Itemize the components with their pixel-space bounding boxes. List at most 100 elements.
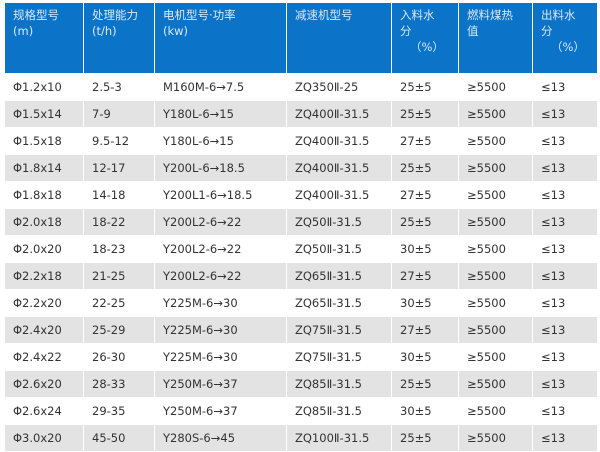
cell-motor-model-power: Y225M-6→30 xyxy=(154,343,287,371)
cell-input-moisture: 25±5 xyxy=(391,424,459,452)
cell-spec-model: Φ2.6x20 xyxy=(4,370,84,398)
header-text: 出料水 xyxy=(541,8,576,22)
cell-coal-heat-value: ≥5500 xyxy=(458,235,533,263)
cell-output-moisture: ≤13 xyxy=(532,100,598,128)
header-text: 值 xyxy=(467,24,479,38)
header-spec-model: 规格型号 (m) xyxy=(4,2,84,74)
cell-coal-heat-value: ≥5500 xyxy=(458,181,533,209)
cell-spec-model: Φ2.2x18 xyxy=(4,262,84,290)
cell-coal-heat-value: ≥5500 xyxy=(458,100,533,128)
cell-reducer-model: ZQ400Ⅱ-31.5 xyxy=(286,154,392,182)
cell-spec-model: Φ1.2x10 xyxy=(4,73,84,101)
cell-spec-model: Φ2.0x18 xyxy=(4,208,84,236)
cell-spec-model: Φ1.5x14 xyxy=(4,100,84,128)
header-text: 电机型号·功率 xyxy=(163,8,236,22)
cell-capacity: 14-18 xyxy=(83,181,155,209)
cell-spec-model: Φ1.5x18 xyxy=(4,127,84,155)
cell-motor-model-power: Y280S-6→45 xyxy=(154,424,287,452)
cell-capacity: 26-30 xyxy=(83,343,155,371)
header-text: (t/h) xyxy=(92,24,117,38)
cell-reducer-model: ZQ85Ⅱ-31.5 xyxy=(286,397,392,425)
cell-output-moisture: ≤13 xyxy=(532,262,598,290)
cell-motor-model-power: M160M-6→7.5 xyxy=(154,73,287,101)
spec-table: 规格型号 (m) 处理能力 (t/h) 电机型号·功率 (kw) 减速机型号 入料水分 （%） 燃… xyxy=(4,2,598,452)
cell-input-moisture: 25±5 xyxy=(391,208,459,236)
table-row: Φ2.2x18 21-25 Y200L2-6→22 ZQ65Ⅱ-31.5 27±5 ≥55… xyxy=(4,262,598,290)
header-text: （%） xyxy=(410,40,444,54)
cell-coal-heat-value: ≥5500 xyxy=(458,262,533,290)
cell-capacity: 7-9 xyxy=(83,100,155,128)
cell-input-moisture: 30±5 xyxy=(391,397,459,425)
cell-spec-model: Φ1.8x14 xyxy=(4,154,84,182)
cell-output-moisture: ≤13 xyxy=(532,181,598,209)
table-header-row: 规格型号 (m) 处理能力 (t/h) 电机型号·功率 (kw) 减速机型号 入料水分 （%） 燃… xyxy=(4,2,598,74)
table-row: Φ2.6x24 29-35 Y250M-6→37 ZQ85Ⅱ-31.5 30±5 ≥550… xyxy=(4,397,598,425)
cell-input-moisture: 27±5 xyxy=(391,127,459,155)
header-text: （%） xyxy=(551,40,585,54)
cell-reducer-model: ZQ100Ⅱ-31.5 xyxy=(286,424,392,452)
cell-input-moisture: 27±5 xyxy=(391,181,459,209)
table-row: Φ1.8x18 14-18 Y200L1-6→18.5 ZQ400Ⅱ-31.5 27±5… xyxy=(4,181,598,209)
cell-input-moisture: 30±5 xyxy=(391,343,459,371)
cell-output-moisture: ≤13 xyxy=(532,127,598,155)
cell-capacity: 9.5-12 xyxy=(83,127,155,155)
header-reducer-model: 减速机型号 xyxy=(286,2,392,74)
cell-coal-heat-value: ≥5500 xyxy=(458,73,533,101)
cell-spec-model: Φ3.0x20 xyxy=(4,424,84,452)
cell-motor-model-power: Y200L2-6→22 xyxy=(154,262,287,290)
header-input-moisture: 入料水分 （%） xyxy=(391,2,459,74)
cell-spec-model: Φ2.0x20 xyxy=(4,235,84,263)
cell-motor-model-power: Y200L2-6→22 xyxy=(154,208,287,236)
header-text: 分 xyxy=(541,24,553,38)
table-row: Φ2.4x20 25-29 Y225M-6→30 ZQ75Ⅱ-31.5 27±5 ≥550… xyxy=(4,316,598,344)
cell-motor-model-power: Y180L-6→15 xyxy=(154,100,287,128)
cell-reducer-model: ZQ400Ⅱ-31.5 xyxy=(286,127,392,155)
header-text: 减速机型号 xyxy=(295,8,353,22)
table-row: Φ2.6x20 28-33 Y250M-6→37 ZQ85Ⅱ-31.5 25±5 ≥550… xyxy=(4,370,598,398)
cell-motor-model-power: Y200L1-6→18.5 xyxy=(154,181,287,209)
cell-input-moisture: 30±5 xyxy=(391,289,459,317)
cell-motor-model-power: Y200L2-6→22 xyxy=(154,235,287,263)
header-text: 规格型号 xyxy=(13,8,59,22)
header-text: 分 xyxy=(400,24,412,38)
header-text: 入料水 xyxy=(400,8,435,22)
cell-output-moisture: ≤13 xyxy=(532,370,598,398)
header-capacity: 处理能力 (t/h) xyxy=(83,2,155,74)
cell-capacity: 29-35 xyxy=(83,397,155,425)
cell-reducer-model: ZQ350Ⅱ-25 xyxy=(286,73,392,101)
header-text: 燃料煤热 xyxy=(467,8,513,22)
cell-motor-model-power: Y250M-6→37 xyxy=(154,397,287,425)
cell-output-moisture: ≤13 xyxy=(532,154,598,182)
cell-input-moisture: 25±5 xyxy=(391,370,459,398)
table-row: Φ2.0x18 18-22 Y200L2-6→22 ZQ50Ⅱ-31.5 25±5 ≥55… xyxy=(4,208,598,236)
cell-coal-heat-value: ≥5500 xyxy=(458,289,533,317)
table-row: Φ1.2x10 2.5-3 M160M-6→7.5 ZQ350Ⅱ-25 25±5 ≥550… xyxy=(4,73,598,101)
cell-coal-heat-value: ≥5500 xyxy=(458,208,533,236)
table-body: Φ1.2x10 2.5-3 M160M-6→7.5 ZQ350Ⅱ-25 25±5 ≥550… xyxy=(4,73,598,452)
cell-coal-heat-value: ≥5500 xyxy=(458,316,533,344)
cell-spec-model: Φ2.6x24 xyxy=(4,397,84,425)
cell-reducer-model: ZQ50Ⅱ-31.5 xyxy=(286,208,392,236)
cell-input-moisture: 25±5 xyxy=(391,154,459,182)
cell-motor-model-power: Y250M-6→37 xyxy=(154,370,287,398)
cell-capacity: 25-29 xyxy=(83,316,155,344)
cell-input-moisture: 27±5 xyxy=(391,262,459,290)
cell-capacity: 18-23 xyxy=(83,235,155,263)
cell-output-moisture: ≤13 xyxy=(532,397,598,425)
table-row: Φ2.2x20 22-25 Y225M-6→30 ZQ65Ⅱ-31.5 30±5 ≥550… xyxy=(4,289,598,317)
cell-output-moisture: ≤13 xyxy=(532,316,598,344)
cell-input-moisture: 25±5 xyxy=(391,100,459,128)
cell-coal-heat-value: ≥5500 xyxy=(458,343,533,371)
cell-reducer-model: ZQ75Ⅱ-31.5 xyxy=(286,343,392,371)
cell-capacity: 18-22 xyxy=(83,208,155,236)
cell-input-moisture: 30±5 xyxy=(391,235,459,263)
header-coal-heat-value: 燃料煤热值 xyxy=(458,2,533,74)
cell-spec-model: Φ2.4x20 xyxy=(4,316,84,344)
cell-reducer-model: ZQ85Ⅱ-31.5 xyxy=(286,370,392,398)
header-motor-model-power: 电机型号·功率 (kw) xyxy=(154,2,287,74)
cell-coal-heat-value: ≥5500 xyxy=(458,127,533,155)
header-output-moisture: 出料水分 （%） xyxy=(532,2,598,74)
cell-coal-heat-value: ≥5500 xyxy=(458,424,533,452)
cell-output-moisture: ≤13 xyxy=(532,289,598,317)
cell-output-moisture: ≤13 xyxy=(532,208,598,236)
